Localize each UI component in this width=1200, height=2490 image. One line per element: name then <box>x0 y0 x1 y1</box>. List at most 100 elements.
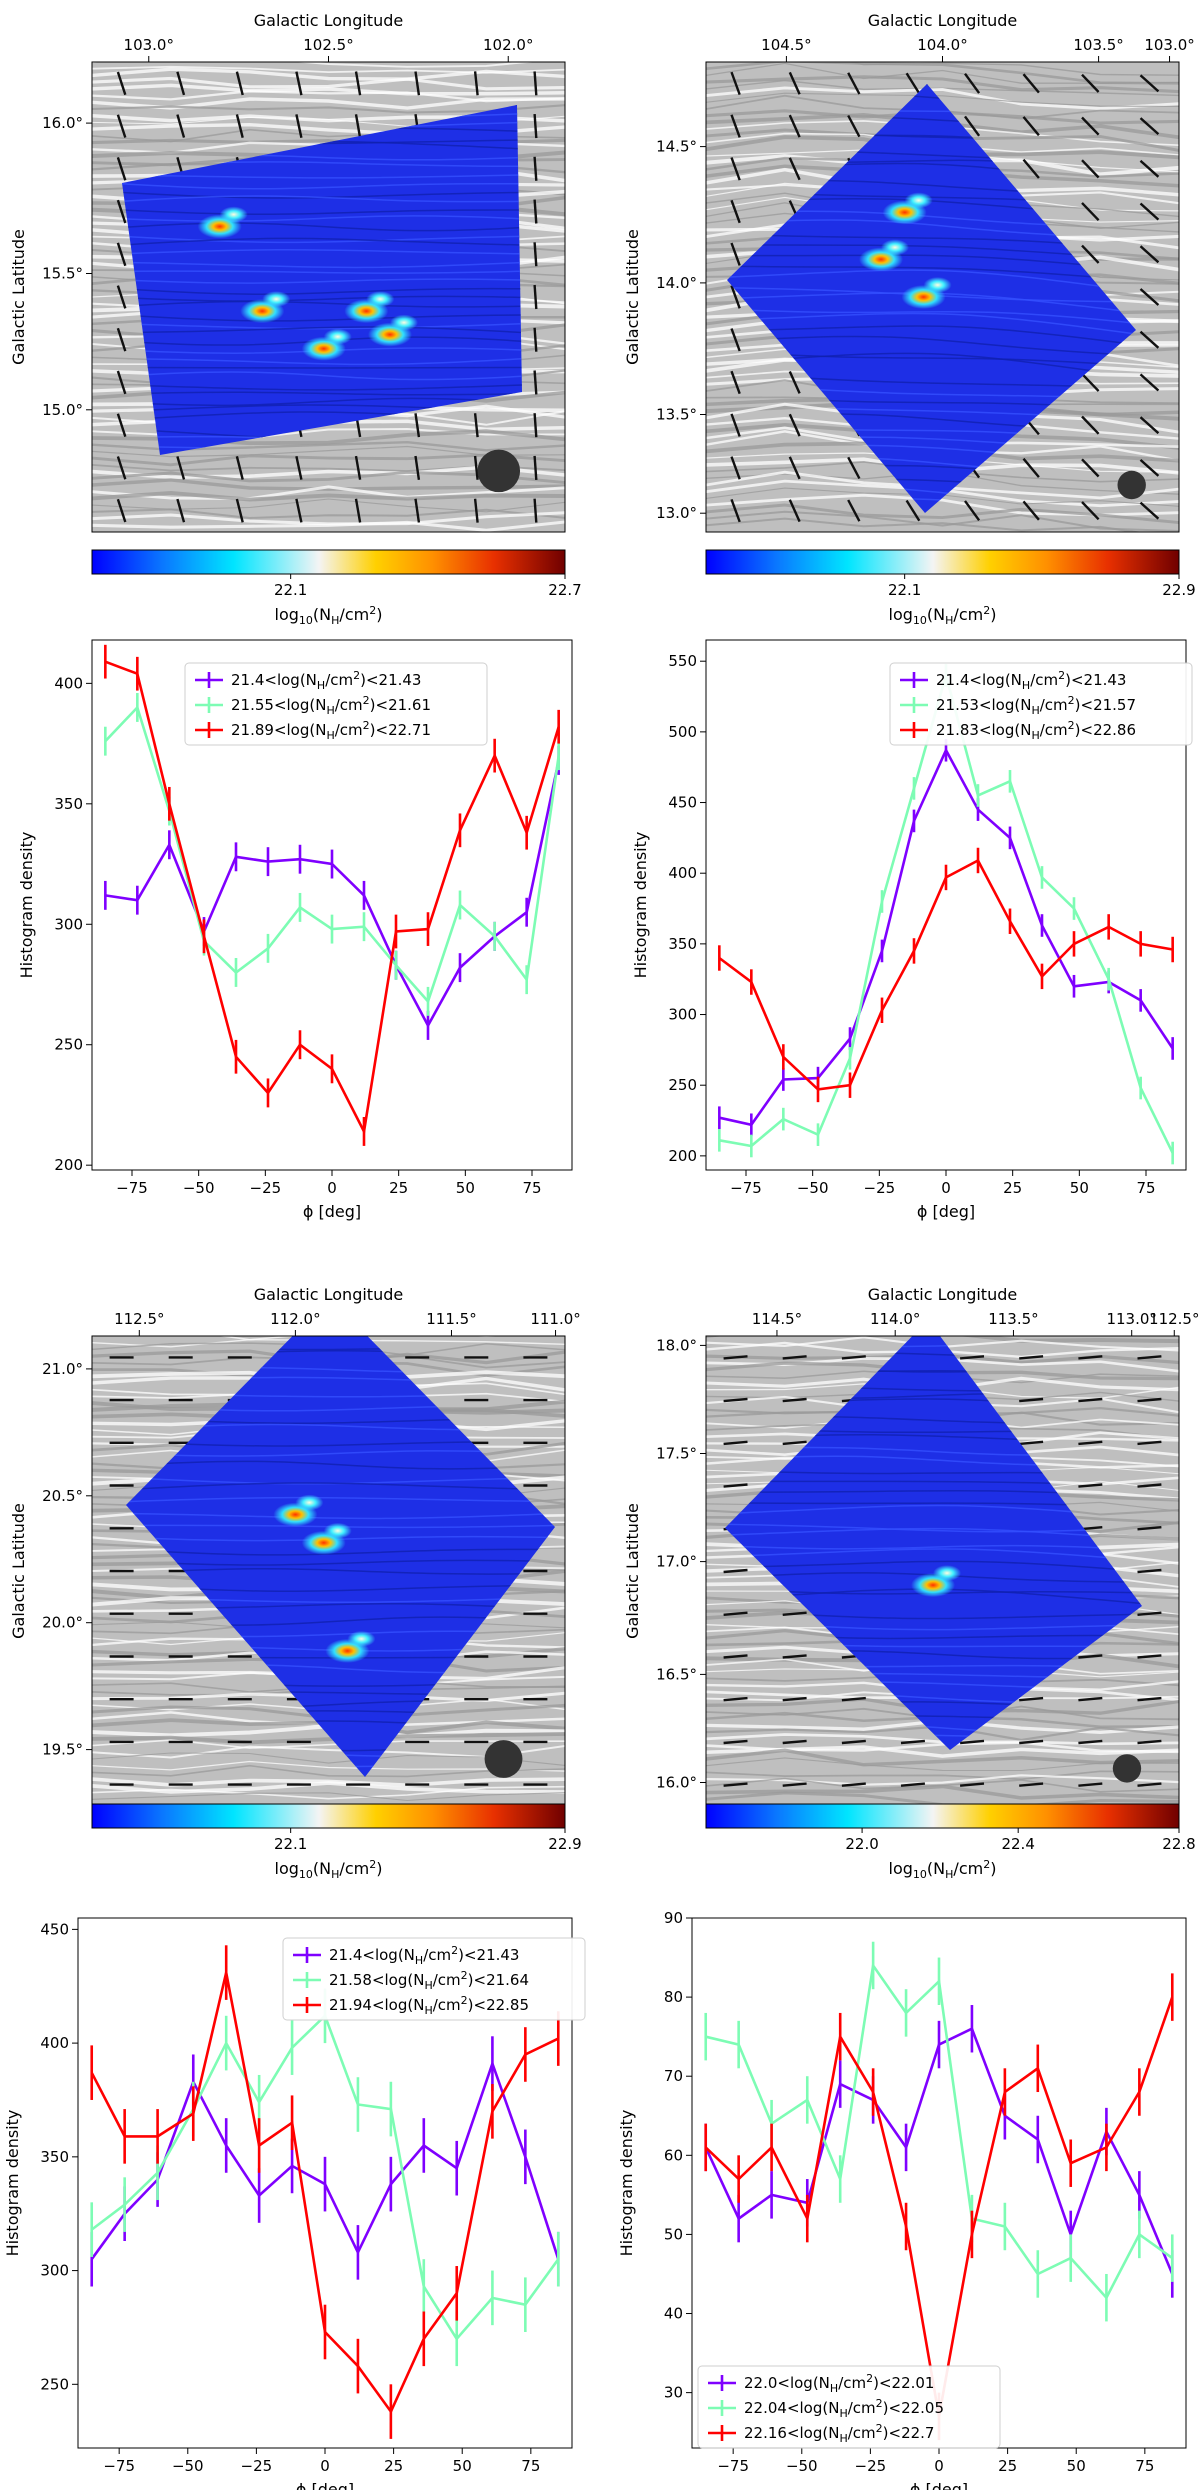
streamline <box>706 1774 1179 1786</box>
polarization-segment <box>533 327 538 352</box>
polarization-segment <box>847 456 861 480</box>
y-tick-label: 30 <box>664 2384 683 2402</box>
streamline <box>706 517 1143 532</box>
footprint-streamline <box>126 1322 555 1330</box>
polarization-segment <box>414 71 421 96</box>
polarization-segment <box>730 498 741 523</box>
series-2 <box>718 847 1174 1103</box>
streamline <box>706 62 1179 76</box>
colorbar-label-part: log <box>275 605 299 624</box>
legend-label-part: )<22.7 <box>883 2424 935 2442</box>
colorbar-label-part: 2 <box>983 1858 990 1871</box>
polarization-segment <box>473 413 479 438</box>
footprint-streamline <box>727 351 1136 367</box>
footprint-streamline <box>122 314 522 322</box>
streamline <box>92 76 565 91</box>
legend-label-part: H <box>415 1954 423 1967</box>
polarization-segment <box>1081 73 1100 93</box>
polarization-segment <box>354 498 362 523</box>
legend-label-part: H <box>424 2004 432 2017</box>
x-tick-label: −50 <box>172 2457 204 2475</box>
y-tick-label: 400 <box>54 674 83 692</box>
colorbar-label-part: /cm <box>339 605 369 624</box>
polarization-segment <box>730 71 741 96</box>
legend-label-part: 21.94<log(N <box>329 1996 424 2014</box>
polarization-segment <box>730 370 741 395</box>
footprint-streamline <box>126 1567 555 1575</box>
x-tick-label: 25 <box>1003 1179 1022 1197</box>
x-tick-label: 75 <box>522 1179 541 1197</box>
legend-label-part: /cm <box>848 2424 876 2442</box>
polarization-segment <box>782 1440 807 1446</box>
legend-label-part: )<22.85 <box>468 1996 529 2014</box>
polarization-segment <box>235 114 244 138</box>
streamline <box>706 1336 1179 1344</box>
polarization-segment <box>1081 116 1100 136</box>
x-tick-label: −75 <box>116 1179 148 1197</box>
map-y-tick-label: 16.0° <box>656 1774 697 1792</box>
x-tick-label: 50 <box>453 2457 472 2475</box>
polarization-segment <box>116 456 127 480</box>
beam-marker <box>484 1740 523 1778</box>
legend-label-part: /cm <box>1040 721 1068 739</box>
legend-label-part: /cm <box>848 2399 876 2417</box>
polarization-segment <box>176 498 186 523</box>
dense-clump-halo <box>933 1565 962 1582</box>
colorbar <box>705 549 1180 575</box>
streamline <box>92 97 565 110</box>
colorbar-tick-label: 22.7 <box>548 581 581 599</box>
polarization-segment <box>730 114 741 138</box>
polarization-segment <box>116 242 127 267</box>
map-canvas <box>92 1322 565 1806</box>
map-x-tick-label: 111.0° <box>530 1310 580 1328</box>
polarization-segment <box>295 71 303 96</box>
colorbar-label-part: 2 <box>983 604 990 617</box>
polarization-segment <box>782 1397 807 1403</box>
colorbar-tick-label: 22.8 <box>1162 1835 1195 1853</box>
polarization-segment <box>788 499 801 523</box>
map-y-tick-label: 20.5° <box>42 1487 83 1505</box>
colorbar-label-part: log <box>889 1859 913 1878</box>
legend-label: 21.4<log(NH/cm2)<21.43 <box>936 669 1126 692</box>
colorbar-tick-label: 22.1 <box>274 1835 307 1853</box>
polarization-segment <box>788 413 801 437</box>
polarization-segment <box>1137 1696 1162 1702</box>
polarization-segment <box>1137 1568 1162 1574</box>
footprint-streamline <box>122 270 522 274</box>
legend-label-part: 2 <box>1068 694 1075 707</box>
footprint-streamline <box>727 244 1136 260</box>
polarization-segment <box>473 455 479 480</box>
polarization-segment <box>1139 373 1160 392</box>
map-x-tick-label: 112.0° <box>270 1310 320 1328</box>
legend-label-part: /cm <box>325 671 353 689</box>
x-tick-label: 0 <box>934 2457 944 2475</box>
polarization-segment <box>1081 202 1100 222</box>
map-x-tick-label: 113.5° <box>988 1310 1038 1328</box>
footprint-streamline <box>122 326 522 334</box>
polarization-segment <box>533 455 538 480</box>
map-y-tick-label: 20.0° <box>42 1614 83 1632</box>
polarization-segment <box>473 71 479 96</box>
polarization-segment <box>730 328 741 352</box>
y-tick-label: 250 <box>668 1076 697 1094</box>
streamline <box>706 1784 1179 1800</box>
streamline <box>706 510 1179 532</box>
x-tick-label: −75 <box>103 2457 135 2475</box>
footprint-streamline <box>126 1584 555 1593</box>
legend-label-part: H <box>326 704 334 717</box>
polarization-segment <box>782 1739 807 1745</box>
streamline <box>92 520 565 532</box>
polarization-segment <box>1139 202 1160 221</box>
polarization-segment <box>1137 1483 1162 1488</box>
streamline <box>92 67 565 81</box>
legend-label-part: 2 <box>1068 719 1075 732</box>
colorbar-label-part: (N <box>927 605 945 624</box>
streamline <box>92 83 565 96</box>
polarization-segment <box>176 456 186 480</box>
y-tick-label: 400 <box>40 2034 69 2052</box>
map-x-tick-label: 114.0° <box>870 1310 920 1328</box>
footprint-streamline <box>727 312 1136 335</box>
y-tick-label: 60 <box>664 2146 683 2164</box>
map-canvas <box>706 1336 1179 1806</box>
polarization-segment <box>1139 74 1160 93</box>
